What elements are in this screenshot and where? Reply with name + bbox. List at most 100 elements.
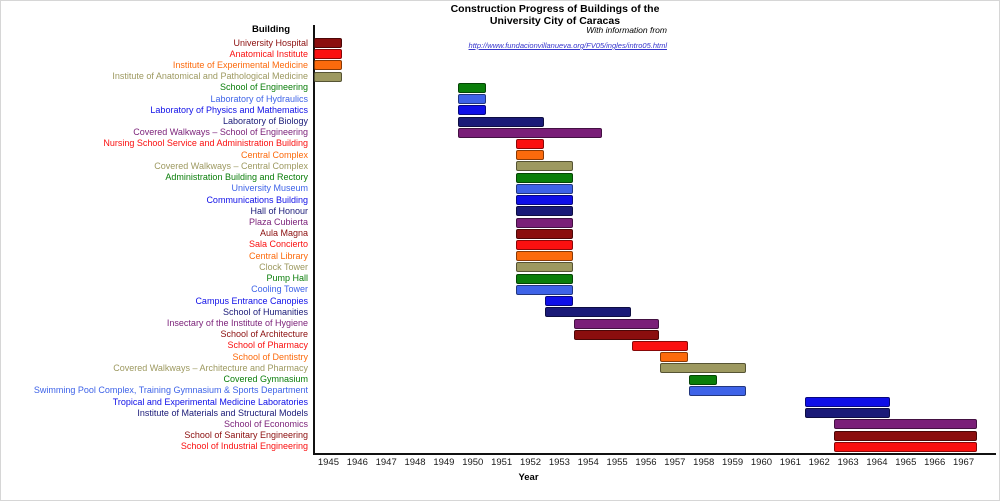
- gantt-bar: [573, 329, 660, 340]
- building-label: Pump Hall: [266, 273, 308, 284]
- building-label: Covered Walkways – Architecture and Phar…: [113, 362, 308, 373]
- gantt-bar: [314, 49, 342, 60]
- gantt-bar: [833, 430, 977, 441]
- gantt-bar: [804, 397, 891, 408]
- building-label: School of Engineering: [219, 82, 308, 93]
- x-tick-label: 1960: [750, 457, 773, 468]
- x-tick-label: 1951: [491, 457, 513, 468]
- building-label: School of Industrial Engineering: [180, 441, 308, 452]
- gantt-bar: [458, 105, 487, 116]
- building-label: Cooling Tower: [251, 284, 308, 295]
- x-tick-label: 1946: [346, 457, 368, 468]
- gantt-bar: [458, 127, 602, 138]
- building-label: Institute of Anatomical and Pathological…: [112, 71, 308, 82]
- building-label: Laboratory of Hydraulics: [210, 93, 308, 104]
- gantt-bar: [516, 138, 544, 149]
- building-label: Nursing School Service and Administratio…: [103, 138, 308, 149]
- building-label: School of Dentistry: [232, 351, 308, 362]
- chart-title-line1: Construction Progress of Buildings of th…: [450, 3, 660, 15]
- building-label: School of Architecture: [220, 329, 308, 340]
- x-tick-label: 1966: [924, 457, 946, 468]
- chart-subtitle: With information from: [586, 25, 667, 35]
- x-axis-title: Year: [518, 472, 539, 483]
- building-label: Anatomical Institute: [229, 48, 308, 59]
- gantt-bar: [660, 352, 689, 363]
- gantt-bar: [516, 161, 573, 172]
- x-tick-label: 1967: [952, 457, 975, 468]
- gantt-bar: [833, 441, 977, 452]
- gantt-bar: [516, 172, 573, 183]
- building-label: School of Economics: [223, 418, 308, 429]
- gantt-bar: [689, 374, 718, 385]
- gantt-bar: [544, 296, 573, 307]
- gantt-bar: [573, 318, 660, 329]
- building-label: Tropical and Experimental Medicine Labor…: [112, 396, 308, 407]
- gantt-bar: [314, 60, 342, 71]
- gantt-bar: [516, 239, 573, 250]
- gantt-bar: [516, 150, 544, 161]
- building-label: Aula Magna: [259, 228, 308, 239]
- gantt-bar: [804, 408, 891, 419]
- building-column-header: Building: [252, 24, 290, 35]
- building-label: Laboratory of Biology: [222, 116, 308, 127]
- building-label: Hall of Honour: [250, 205, 308, 216]
- x-tick-label: 1959: [722, 457, 744, 468]
- building-label: Communications Building: [206, 194, 308, 205]
- gantt-bar: [516, 206, 573, 217]
- gantt-bar: [544, 307, 631, 318]
- gantt-bar: [458, 82, 487, 93]
- building-label: Institute of Materials and Structural Mo…: [137, 407, 308, 418]
- x-tick-label: 1945: [317, 457, 339, 468]
- x-tick-label: 1965: [895, 457, 917, 468]
- building-label: School of Humanities: [222, 306, 308, 317]
- gantt-bar: [689, 385, 747, 396]
- building-label: School of Sanitary Engineering: [184, 430, 308, 441]
- building-label: Campus Entrance Canopies: [195, 295, 308, 306]
- chart-subtitle-block: With information from http://www.fundaci…: [367, 26, 667, 53]
- building-label: Insectary of the Institute of Hygiene: [166, 318, 308, 328]
- gantt-bar: [458, 94, 487, 105]
- x-tick-label: 1964: [866, 457, 888, 468]
- x-tick-label: 1955: [606, 457, 628, 468]
- x-tick-label: 1961: [779, 457, 801, 468]
- x-tick-label: 1958: [693, 457, 715, 468]
- building-label: University Museum: [231, 183, 308, 194]
- gantt-bar: [314, 38, 342, 48]
- x-tick-label: 1950: [462, 457, 484, 468]
- building-label: Laboratory of Physics and Mathematics: [150, 104, 308, 115]
- x-tick-label: 1947: [375, 457, 397, 468]
- building-label: Central Library: [248, 250, 308, 261]
- x-tick-label: 1953: [548, 457, 570, 468]
- gantt-bar: [314, 71, 342, 82]
- x-tick-label: 1948: [404, 457, 426, 468]
- chart-title-line2: University City of Caracas: [489, 14, 621, 27]
- x-tick-label: 1952: [519, 457, 542, 468]
- building-label: Sala Concierto: [248, 239, 308, 250]
- x-tick-label: 1962: [808, 457, 830, 468]
- source-link[interactable]: http://www.fundacionvillanueva.org/FV05/…: [468, 41, 667, 50]
- gantt-bar: [516, 284, 573, 295]
- gantt-bar: [516, 273, 573, 284]
- x-tick-label: 1954: [577, 457, 599, 468]
- building-label: Covered Walkways – School of Engineering: [133, 127, 308, 138]
- building-label: Plaza Cubierta: [248, 217, 308, 228]
- chart-title: Construction Progress of Buildings of th…: [405, 3, 705, 27]
- building-label: Covered Walkways – Central Complex: [154, 160, 308, 171]
- gantt-bar: [631, 340, 689, 351]
- x-tick-label: 1956: [635, 457, 657, 468]
- building-label: Clock Tower: [259, 261, 308, 272]
- y-axis-line: [313, 25, 315, 455]
- gantt-bar: [516, 262, 573, 273]
- gantt-bar: [833, 419, 977, 430]
- x-tick-label: 1949: [433, 457, 455, 468]
- building-label: Covered Gymnasium: [223, 374, 308, 385]
- gantt-bar: [516, 217, 573, 228]
- gantt-bar: [516, 183, 573, 194]
- building-label: Administration Building and Rectory: [165, 172, 308, 183]
- gantt-bar: [458, 116, 544, 127]
- building-labels: University Hospital Anatomical Institute I…: [1, 1, 310, 500]
- gantt-bar: [516, 251, 573, 262]
- gantt-bar: [516, 195, 573, 206]
- gantt-bar: [660, 363, 747, 374]
